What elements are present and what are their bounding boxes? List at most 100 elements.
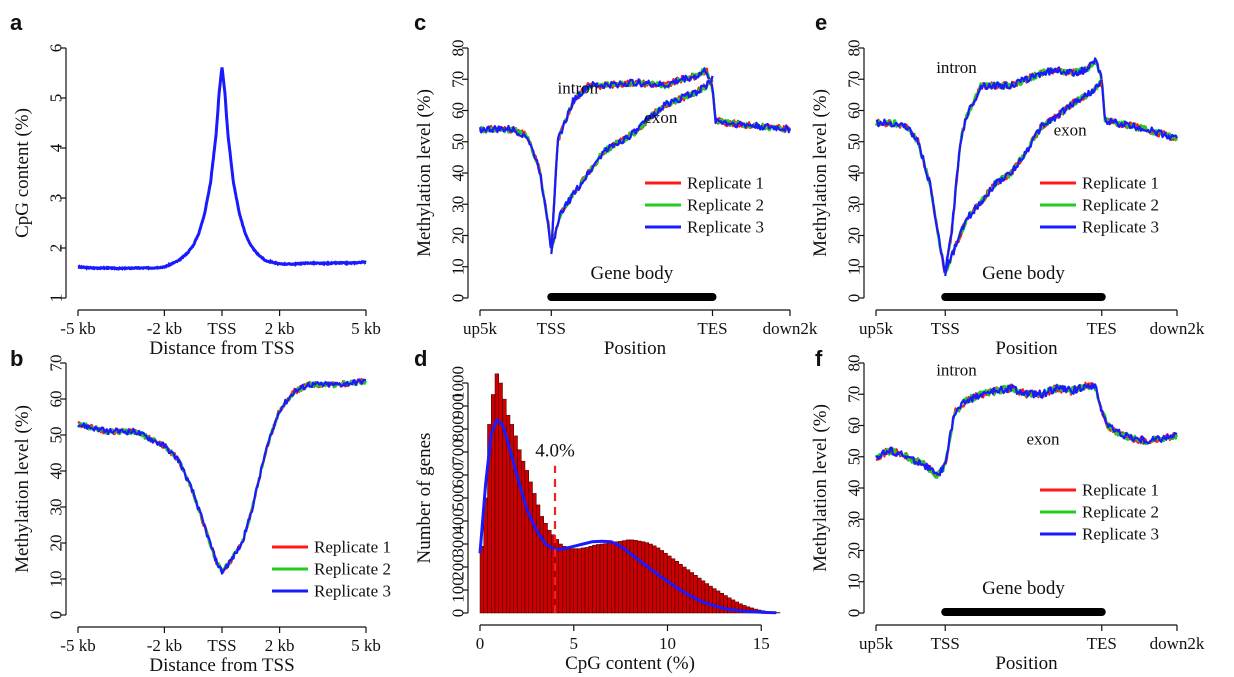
y-tick-label: 80 [449,40,468,57]
y-tick-label: 0 [845,294,864,303]
y-tick-label: 50 [449,133,468,150]
histogram-bar [479,546,484,614]
panel-a: 1 2 3 4 5 6 -5 kb -2 kb TSS 2 kb 5 kb Distance from… [10,10,381,359]
x-axis-label: Position [604,338,667,359]
histogram-bar [648,543,653,614]
y-tick-label: 200 [449,554,468,580]
cutoff-label: 4.0% [535,441,575,462]
panel-letter: b [10,346,23,371]
legend-label: Replicate 2 [1082,196,1159,215]
histogram-bar [494,373,499,614]
histogram-bar [663,552,668,614]
intron-replicate-3-line [875,57,1178,274]
x-tick-label: -5 kb [60,319,95,338]
x-tick-label: 10 [659,634,676,653]
histogram-bar [558,543,563,614]
histogram-bar [566,547,571,614]
histogram-bar [536,504,541,614]
x-tick-label: TES [1087,319,1117,338]
gene-body-label: Gene body [590,263,673,284]
y-tick-label: 20 [845,227,864,244]
y-tick-label: 40 [845,165,864,182]
y-tick-label: 40 [47,463,66,480]
y-tick-label: 60 [845,102,864,119]
y-tick-label: 70 [449,71,468,88]
histogram-bar [716,590,721,614]
histogram-bar [498,382,503,614]
x-tick-label: TES [1087,634,1117,653]
y-tick-label: 3 [47,194,66,203]
y-tick-label: 80 [845,40,864,57]
exon-replicate-3-line [944,79,1103,277]
y-tick-label: 1000 [449,366,468,400]
y-tick-label: 5 [47,94,66,103]
panel-c: 0 10 20 30 40 50 60 70 80 up5k TSS TES down2k Positio… [414,10,818,359]
y-tick-label: 0 [449,609,468,618]
x-axis-label: Distance from TSS [149,655,294,676]
y-axis-label: Number of genes [414,433,435,564]
exon-label: exon [644,108,678,127]
histogram-bar [644,542,649,614]
y-tick-label: 1 [47,294,66,303]
x-tick-label: TSS [931,634,960,653]
y-tick-label: 60 [845,417,864,434]
histogram-bar [599,543,604,614]
x-tick-label: 0 [476,634,485,653]
y-axis-label: Methylation level (%) [12,405,33,573]
x-axis-label: CpG content (%) [565,653,695,674]
y-tick-label: 20 [449,227,468,244]
histogram-bar [704,583,709,614]
y-tick-label: 40 [845,480,864,497]
x-tick-label: 2 kb [265,319,295,338]
legend-label: Replicate 3 [314,582,391,601]
y-tick-label: 500 [449,485,468,511]
intron-label: intron [936,58,977,77]
histogram-bar [528,481,533,614]
y-tick-label: 600 [449,462,468,488]
histogram-bar [719,592,724,614]
y-tick-label: 0 [449,294,468,303]
cpg-content-line [77,67,367,271]
legend-label: Replicate 1 [314,538,391,557]
y-tick-label: 70 [845,71,864,88]
x-tick-label: -2 kb [147,636,182,655]
intron-replicate-2-line [874,60,1178,274]
legend-label: Replicate 1 [1082,481,1159,500]
x-tick-label: -5 kb [60,636,95,655]
histogram-bar [697,577,702,614]
histogram-bar [562,546,567,614]
histogram-bar [629,539,634,614]
histogram-bar [656,547,661,614]
x-tick-label: down2k [1150,319,1205,338]
histogram-bar [569,548,574,614]
x-tick-label: 5 kb [351,319,381,338]
panel-letter: d [414,346,427,371]
legend-label: Replicate 2 [687,196,764,215]
density-curve [478,418,777,615]
histogram-bar [607,542,612,614]
x-tick-label: 5 [570,634,579,653]
panel-letter: a [10,10,23,35]
histogram-bar [686,569,691,614]
y-tick-label: 60 [449,102,468,119]
y-tick-label: 300 [449,531,468,557]
y-tick-label: 10 [845,573,864,590]
histogram-bar [543,523,548,614]
histogram-bar [524,470,529,614]
legend-label: Replicate 1 [687,174,764,193]
histogram-bar [573,548,578,614]
x-tick-label: TES [697,319,727,338]
histogram-bar [611,542,616,614]
y-axis-label: Methylation level (%) [414,89,435,257]
x-tick-label: down2k [1150,634,1205,653]
legend-label: Replicate 2 [1082,503,1159,522]
x-tick-label: up5k [859,319,894,338]
exon-replicate-3-line [550,75,714,255]
methylation-replicate-3-line [77,378,367,575]
x-axis-label: Position [995,338,1058,359]
x-tick-label: TSS [207,319,236,338]
histogram-bar [712,588,717,614]
legend-label: Replicate 3 [1082,218,1159,237]
y-axis-label: CpG content (%) [12,108,33,238]
